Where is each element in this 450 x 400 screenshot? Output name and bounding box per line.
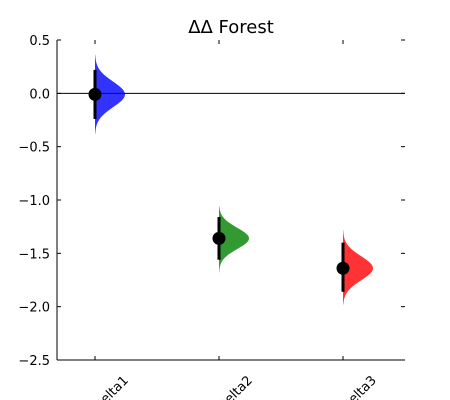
- distribution-delta2: [219, 206, 249, 273]
- y-tick-label: −2.0: [18, 301, 50, 316]
- y-tick-label: 0.5: [29, 34, 50, 49]
- y-tick-label: −1.5: [18, 247, 50, 262]
- y-tick-label: −0.5: [18, 141, 50, 156]
- x-tick-label: Delta1: [91, 373, 132, 400]
- distribution-delta1: [95, 54, 125, 134]
- y-tick-label: 0.0: [29, 87, 50, 102]
- chart-title: ΔΔ Forest: [188, 17, 274, 38]
- y-tick-label: −2.5: [18, 354, 50, 369]
- point-delta1: [88, 87, 102, 101]
- y-tick-label: −1.0: [18, 194, 50, 209]
- point-delta3: [336, 261, 350, 275]
- plot-area: 0.5 0.0 −0.5 −1.0 −1.5 −2.0 −2.5 Delta1 Delta2 De…: [18, 34, 405, 400]
- x-tick-label: Delta3: [339, 373, 380, 400]
- x-tick-label: Delta2: [215, 373, 256, 400]
- distribution-delta3: [343, 229, 373, 305]
- point-delta2: [212, 231, 226, 245]
